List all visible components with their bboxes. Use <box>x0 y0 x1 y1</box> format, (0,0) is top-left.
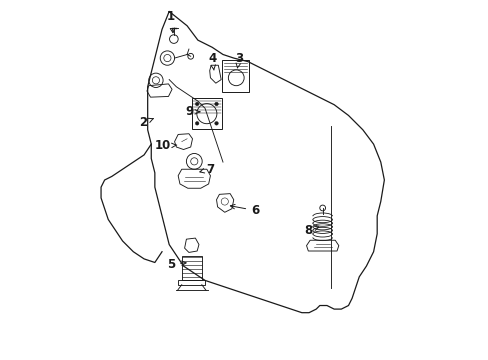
Text: 7: 7 <box>200 163 214 176</box>
Bar <box>191 98 222 129</box>
Text: 8: 8 <box>304 224 318 237</box>
Text: 9: 9 <box>185 105 200 118</box>
Bar <box>182 256 202 280</box>
Text: 5: 5 <box>166 258 186 271</box>
Text: 2: 2 <box>139 116 153 129</box>
Text: 3: 3 <box>235 51 243 68</box>
Text: 6: 6 <box>230 204 259 217</box>
Text: 10: 10 <box>155 139 177 152</box>
Circle shape <box>195 102 199 106</box>
Bar <box>222 60 248 92</box>
Bar <box>178 280 205 285</box>
Circle shape <box>214 122 218 125</box>
Circle shape <box>214 102 218 106</box>
Text: 4: 4 <box>208 51 216 70</box>
Circle shape <box>195 122 199 125</box>
Text: 1: 1 <box>166 10 175 33</box>
